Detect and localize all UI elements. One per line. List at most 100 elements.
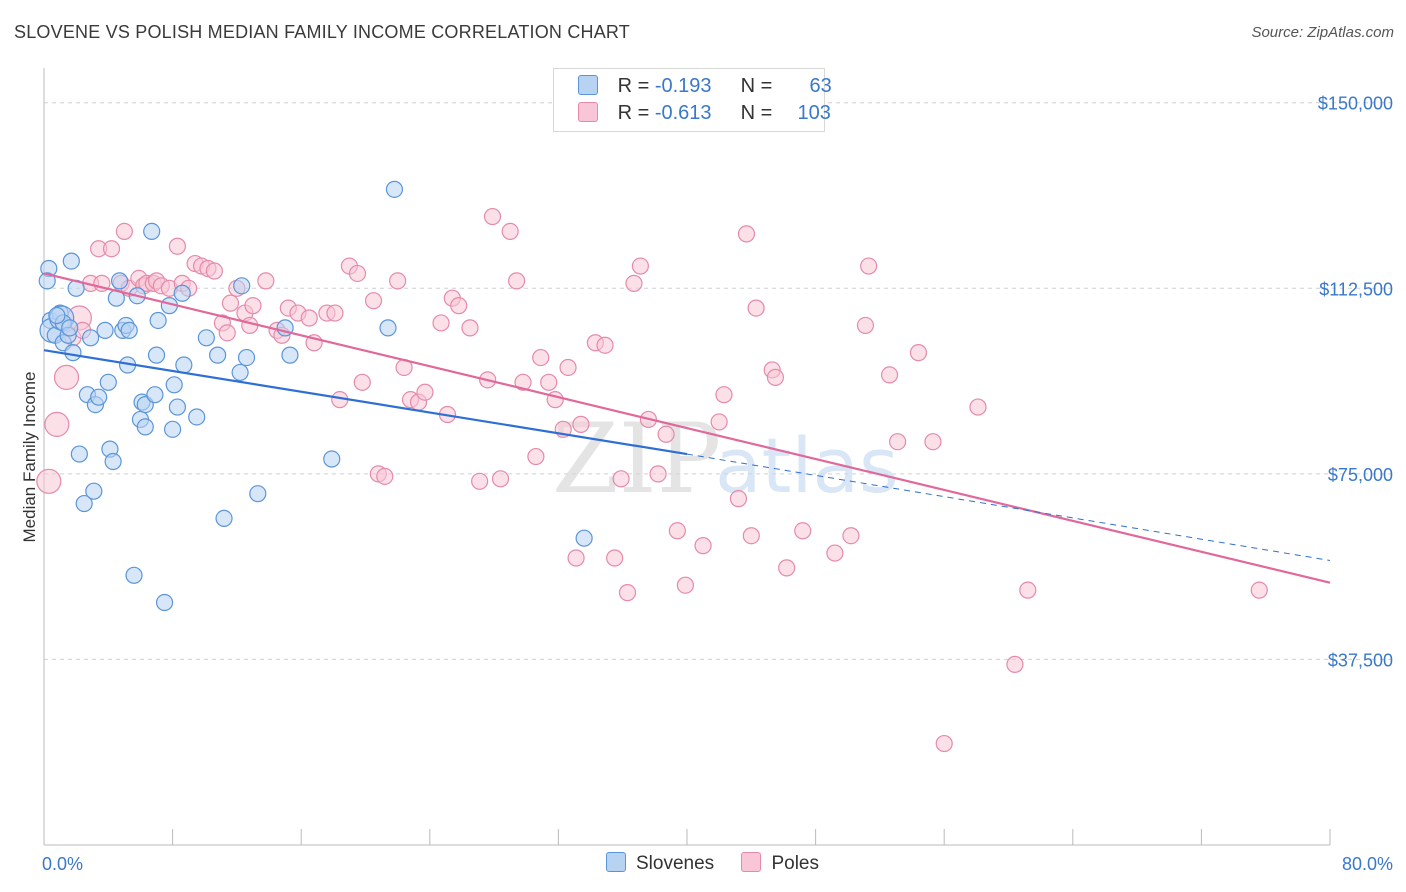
slovenes-trend-line	[43, 349, 688, 456]
legend-row-poles: R = -0.613 N = 103	[578, 102, 831, 126]
pole-point	[778, 559, 796, 577]
pole-point	[694, 537, 712, 555]
pole-point	[257, 272, 275, 290]
pole-point	[508, 272, 526, 290]
y-tick-112500: $112,500	[1319, 279, 1393, 299]
legend-item-slovenes: Slovenes	[606, 852, 714, 875]
slovene-point	[209, 346, 227, 364]
pole-point	[737, 225, 756, 243]
pole-point	[794, 522, 812, 540]
slovene-point	[155, 593, 174, 612]
pole-point	[540, 373, 558, 391]
n-value: 63	[809, 75, 832, 97]
pole-point	[606, 549, 624, 567]
slovene-point	[175, 356, 193, 374]
slovene-point	[173, 284, 191, 302]
pole-point	[44, 411, 70, 437]
pole-point	[300, 309, 318, 327]
legend-item-poles: Poles	[741, 852, 819, 875]
slovene-point	[143, 222, 161, 240]
axes	[43, 68, 1331, 846]
pole-point	[631, 257, 649, 275]
poles-swatch	[741, 852, 762, 872]
slovene-point	[168, 398, 187, 416]
slovene-point	[96, 321, 114, 339]
slovenes-label: Slovenes	[636, 853, 715, 874]
slovene-point	[70, 445, 88, 463]
pole-point	[450, 297, 468, 315]
pole-point	[168, 237, 187, 255]
pole-point	[909, 344, 928, 362]
slovene-point	[146, 386, 164, 404]
pole-point	[676, 576, 694, 594]
pole-point	[244, 297, 262, 315]
r-value: -0.613	[654, 102, 712, 124]
pole-point	[715, 386, 733, 404]
pole-point	[364, 292, 383, 310]
pole-point	[221, 294, 240, 312]
pole-point	[924, 433, 942, 451]
slovene-point	[125, 566, 143, 584]
poles-series	[36, 207, 1268, 753]
n-value: 103	[797, 102, 831, 124]
slovenes-trend-extension	[686, 453, 1331, 561]
slovene-point	[164, 420, 182, 438]
pole-point	[1250, 581, 1268, 599]
legend-row-slovenes: R = -0.193 N = 63	[578, 75, 832, 99]
pole-point	[471, 472, 489, 490]
pole-point	[527, 447, 545, 466]
pole-point	[115, 222, 133, 240]
pole-point	[856, 316, 875, 335]
r-label: R =	[617, 75, 650, 97]
pole-point	[742, 527, 760, 545]
slovene-point	[61, 319, 79, 337]
slovene-point	[385, 180, 404, 198]
pole-point	[483, 207, 502, 226]
series-legend: Slovenes Poles	[606, 852, 841, 875]
slovene-point	[120, 321, 138, 339]
pole-point	[567, 549, 585, 567]
slovene-point	[281, 346, 299, 364]
x-tick-max: 80.0%	[1342, 854, 1393, 874]
slovene-point	[197, 329, 215, 347]
pole-point	[376, 467, 394, 485]
chart-title: SLOVENE VS POLISH MEDIAN FAMILY INCOME C…	[14, 22, 630, 42]
slovene-point	[165, 376, 183, 394]
pole-point	[935, 734, 953, 753]
slovene-point	[136, 418, 154, 436]
r-value: -0.193	[654, 75, 712, 97]
pole-point	[625, 274, 643, 292]
pole-point	[205, 262, 223, 280]
poles-trend-line	[43, 272, 1331, 584]
slovene-point	[90, 388, 108, 406]
pole-point	[969, 398, 987, 416]
slovene-point	[110, 272, 129, 290]
pole-point	[432, 314, 450, 332]
poles-label: Poles	[771, 853, 819, 874]
slovene-point	[237, 348, 256, 367]
slovenes-swatch	[578, 75, 598, 95]
trend-lines	[43, 272, 1331, 584]
pole-point	[826, 544, 844, 562]
pole-point	[36, 468, 62, 494]
slovene-point	[62, 252, 80, 270]
slovenes-swatch	[606, 852, 626, 872]
pole-point	[888, 433, 907, 451]
pole-point	[389, 272, 407, 290]
slovene-point	[231, 363, 249, 382]
pole-point	[416, 383, 434, 401]
pole-point	[860, 257, 878, 275]
slovenes-series	[38, 180, 593, 612]
pole-point	[348, 264, 367, 283]
pole-point	[501, 222, 519, 240]
pole-point	[766, 368, 785, 386]
pole-point	[514, 373, 532, 391]
slovene-point	[323, 450, 341, 468]
slovene-point	[85, 482, 103, 500]
slovene-point	[188, 408, 206, 426]
pole-point	[612, 470, 630, 488]
y-tick-37500: $37,500	[1328, 650, 1393, 670]
pole-point	[53, 364, 80, 390]
y-tick-75000: $75,000	[1328, 465, 1393, 485]
